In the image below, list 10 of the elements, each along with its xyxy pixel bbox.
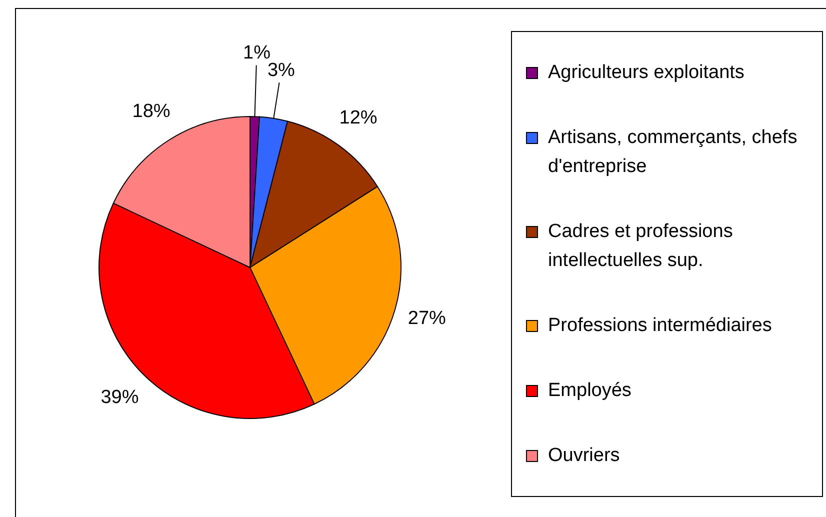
data-label: 12%	[339, 108, 378, 129]
legend-label: Professions intermédiaires	[548, 314, 772, 338]
legend-label: Ouvriers	[548, 444, 620, 468]
legend-label: Cadres et professions intellectuelles sup.	[548, 220, 734, 273]
data-label: 27%	[408, 308, 446, 330]
legend-label: Agriculteurs exploitants	[548, 61, 744, 85]
data-label: 39%	[100, 387, 139, 408]
legend-label: Employés	[548, 379, 632, 403]
legend-label: Artisans, commerçants, chefs d'entreprise	[548, 126, 798, 179]
data-label: 18%	[132, 101, 170, 122]
